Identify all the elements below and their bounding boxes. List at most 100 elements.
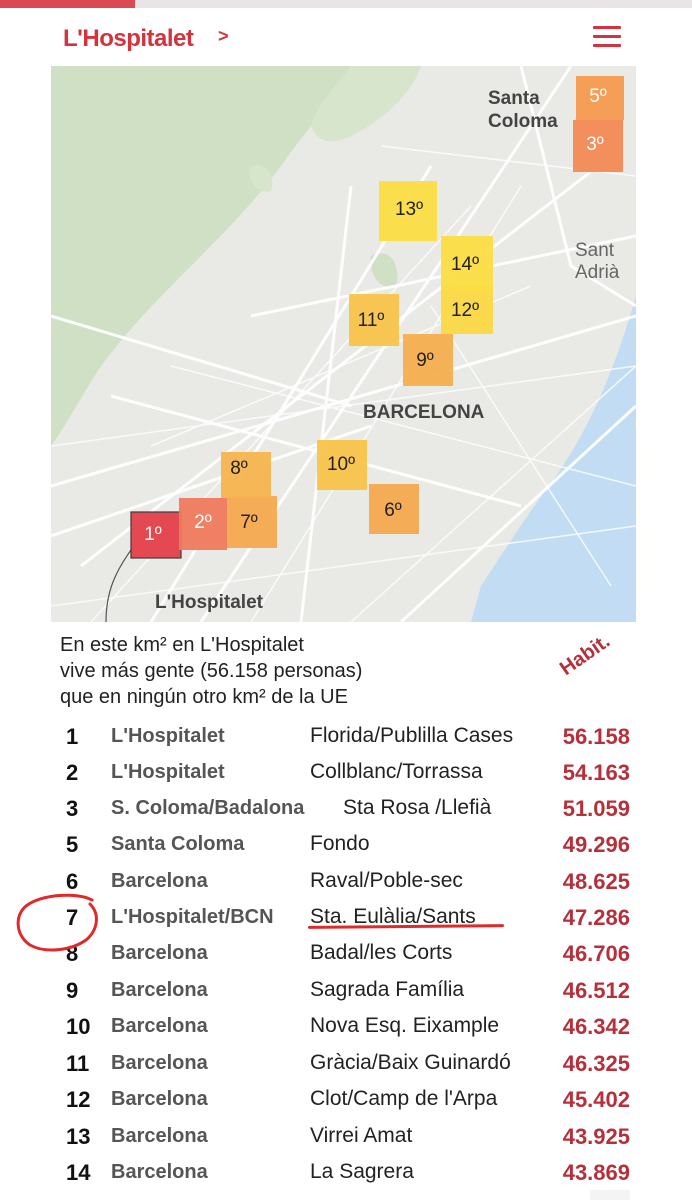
rank-number: 5 [66,832,79,857]
map-caption: En este km² en L'Hospitalet vive más gen… [60,632,362,710]
rank-number: 9 [66,978,79,1003]
map-canvas: Santa Coloma Sant Adrià BARCELONA L'Hosp… [51,66,636,622]
map-cell-label: 2º [194,512,212,533]
map-cell-r2 [179,498,227,550]
city-name: Barcelona [111,1125,208,1147]
density-map: Santa Coloma Sant Adrià BARCELONA L'Hosp… [51,66,636,622]
table-row: 13 Barcelona Virrei Amat 43.925 [0,1118,692,1154]
map-cell-r5 [576,76,624,120]
inhabitants-value: 47.286 [562,905,630,930]
map-label-santa: Santa [488,88,540,109]
map-cell-r8 [221,452,271,498]
map-cell-label: 3º [586,134,604,155]
table-row: 3 S. Coloma/Badalona Sta Rosa /Llefià 51.05… [0,790,692,826]
city-name: Barcelona [111,942,208,964]
city-name: S. Coloma/Badalona [111,797,305,819]
city-name: L'Hospitalet [111,725,225,747]
rank-number: 1 [66,724,79,749]
neighborhood-name: Collblanc/Torrassa [310,760,483,783]
map-label-barcelona: BARCELONA [363,402,485,423]
neighborhood-name: Sta. Eulàlia/Sants [310,905,476,928]
city-name: Barcelona [111,870,208,892]
neighborhood-name: Clot/Camp de l'Arpa [310,1087,498,1110]
table-row: 6 Barcelona Raval/Poble-sec 48.625 [0,863,692,899]
chevron-right-icon[interactable]: > [218,26,229,46]
caption-line: vive más gente (56.158 personas) [60,660,363,682]
map-cell-r10 [317,440,367,490]
neighborhood-name: La Sagrera [310,1160,414,1183]
hamburger-menu-icon[interactable] [593,26,621,48]
caption-line: que en ningún otro km² de la UE [60,686,348,708]
map-label-hospitalet: L'Hospitalet [155,592,264,613]
map-label-coloma: Coloma [488,111,558,132]
section-title-link[interactable]: L'Hospitalet [63,25,194,52]
map-cell-r1 [130,511,182,559]
map-cell-r12 [441,286,493,334]
map-cell-label: 1º [144,524,162,545]
table-row: 2 L'Hospitalet Collblanc/Torrassa 54.163 [0,754,692,790]
city-name: Barcelona [111,1161,208,1183]
top-progress-accent [0,0,135,8]
map-label-adria: Adrià [575,262,620,283]
map-label-sant: Sant [575,240,615,261]
rank-number: 3 [66,796,79,821]
map-cell-label: 7º [240,512,258,533]
inhabitants-value: 43.925 [562,1124,630,1149]
city-name: Barcelona [111,1052,208,1074]
inhabitants-value: 49.296 [562,832,630,857]
inhabitants-value: 56.158 [562,724,630,749]
neighborhood-name: Badal/les Corts [310,941,453,964]
map-cell-label: 5º [589,86,607,107]
rank-number: 14 [66,1160,91,1185]
map-cell-label: 11º [358,310,385,331]
neighborhood-name: Gràcia/Baix Guinardó [310,1051,511,1074]
table-row: 7 L'Hospitalet/BCN Sta. Eulàlia/Sants 47.28… [0,899,692,935]
neighborhood-name: Nova Esq. Eixample [310,1014,500,1037]
neighborhood-name: Virrei Amat [310,1124,413,1147]
inhabitants-value: 46.706 [562,941,630,966]
city-name: Barcelona [111,1015,208,1037]
map-cell-label: 9º [416,350,434,371]
rank-number: 7 [66,905,79,930]
table-row: 10 Barcelona Nova Esq. Eixample 46.342 [0,1008,692,1044]
map-cell-r7 [227,496,277,548]
table-row: 11 Barcelona Gràcia/Baix Guinardó 46.325 [0,1045,692,1081]
map-cell-r3 [573,120,623,172]
neighborhood-name: Sta Rosa /Llefià [343,796,492,819]
city-name: Barcelona [111,1088,208,1110]
neighborhood-name: Sagrada Família [310,978,465,1001]
inhabitants-value: 46.512 [562,978,630,1003]
site-header: L'Hospitalet > [0,8,692,66]
map-cell-r11 [349,294,399,346]
map-cell-r6 [369,484,419,534]
city-name: L'Hospitalet/BCN [111,906,274,928]
table-row: 8 Barcelona Badal/les Corts 46.706 [0,935,692,971]
hand-drawn-circle-annotation [16,893,98,952]
neighborhood-name: Florida/Publilla Cases [310,724,514,747]
map-cell-label: 13º [395,199,423,220]
caption-line: En este km² en L'Hospitalet [60,634,304,656]
top-progress-stripe [0,0,692,8]
table-row: 14 Barcelona La Sagrera 43.869 [0,1154,692,1190]
inhabitants-value: 51.059 [562,796,630,821]
rank-number: 12 [66,1087,91,1112]
table-row: 12 Barcelona Clot/Camp de l'Arpa 45.402 [0,1081,692,1117]
inhabitants-value: 45.402 [562,1087,630,1112]
map-cell-label: 8º [230,458,248,479]
inhabitants-value: 43.869 [562,1160,630,1185]
city-name: Barcelona [111,979,208,1001]
neighborhood-name: Fondo [310,832,370,855]
inhabitants-value: 48.625 [562,869,630,894]
inhabitants-value: 46.342 [562,1014,630,1039]
table-row: 9 Barcelona Sagrada Família 46.512 [0,972,692,1008]
inhabitants-value: 46.325 [562,1051,630,1076]
rank-number: 10 [66,1014,91,1039]
inhabitants-value: 54.163 [562,760,630,785]
map-cell-label: 10º [327,454,355,475]
rank-number: 6 [66,869,79,894]
map-cell-label: 12º [451,300,479,321]
rank-number: 13 [66,1124,91,1149]
bottom-edge-decoration [590,1190,630,1200]
inhabitants-column-header: Habit. [556,630,615,681]
table-row: 1 L'Hospitalet Florida/Publilla Cases 56.15… [0,718,692,754]
